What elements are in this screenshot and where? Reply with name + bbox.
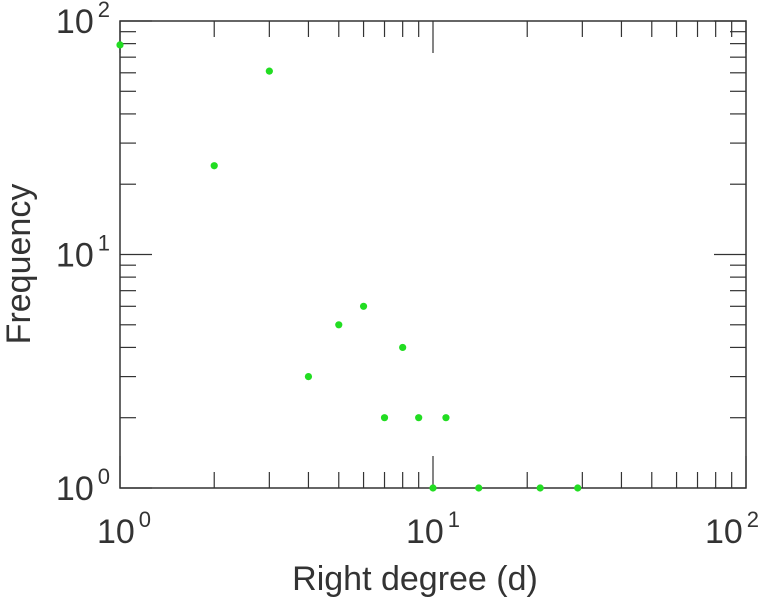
data-point — [475, 484, 483, 492]
data-point — [429, 484, 437, 492]
data-points — [116, 41, 582, 492]
tick-marks — [119, 20, 747, 489]
y-axis-label: Frequency — [0, 184, 38, 345]
data-point — [536, 484, 544, 492]
tick-labels: 10 0 10 1 10 210 010 110 2 — [56, 0, 759, 551]
y-tick-label-exp: 2 — [98, 0, 110, 22]
x-tick-label: 10 0 — [97, 507, 151, 551]
data-point — [265, 67, 273, 75]
data-point — [415, 414, 423, 422]
data-point — [304, 372, 313, 381]
y-tick-label: 10 1 — [56, 231, 110, 275]
plot-frame — [119, 20, 747, 489]
x-tick-label-exp: 1 — [448, 507, 460, 532]
y-tick-label-base: 10 — [56, 237, 94, 275]
x-tick-label-base: 10 — [705, 513, 743, 551]
data-point — [399, 343, 407, 352]
data-point — [442, 414, 450, 422]
data-point — [380, 414, 389, 422]
y-tick-label: 10 2 — [56, 0, 110, 41]
y-tick-label-exp: 1 — [98, 231, 110, 256]
x-tick-label: 10 2 — [705, 507, 759, 551]
x-tick-label-base: 10 — [97, 513, 135, 551]
data-point — [210, 162, 218, 170]
y-tick-label-exp: 0 — [98, 464, 110, 489]
y-tick-label: 10 0 — [56, 464, 110, 508]
x-axis-label: Right degree (d) — [292, 560, 538, 598]
x-tick-label-exp: 0 — [139, 507, 151, 532]
y-tick-label-base: 10 — [56, 470, 94, 508]
x-tick-label-exp: 2 — [747, 507, 759, 532]
data-point — [359, 302, 368, 310]
x-tick-label: 10 1 — [406, 507, 460, 551]
data-point — [574, 484, 582, 492]
y-tick-label-base: 10 — [56, 3, 94, 41]
data-point — [116, 41, 124, 49]
data-point — [335, 321, 343, 329]
x-tick-label-base: 10 — [406, 513, 444, 551]
